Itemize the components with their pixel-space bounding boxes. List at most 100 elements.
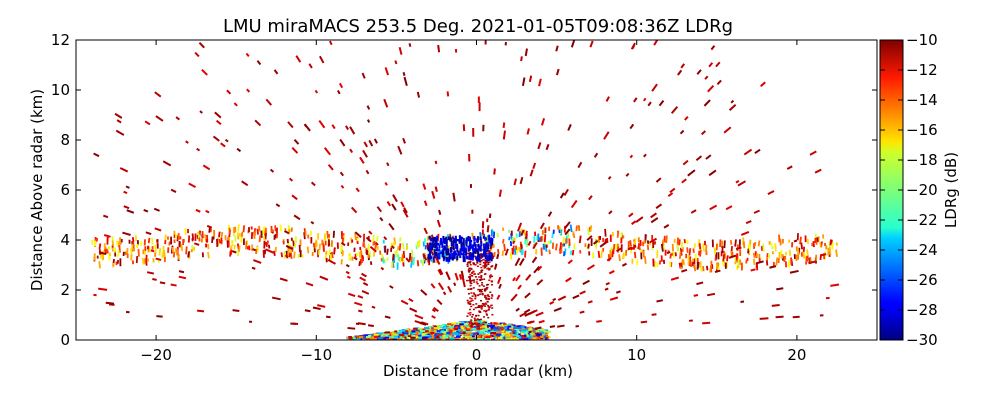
ldr-echo: [266, 240, 269, 245]
ldr-echo: [294, 237, 298, 244]
ldr-echo: [437, 269, 443, 276]
y-tick-label: 4: [60, 231, 70, 249]
ldr-echo: [532, 241, 538, 250]
ldr-echo: [420, 289, 428, 296]
ldr-echo: [493, 263, 498, 270]
colorbar-tick-label: −28: [906, 301, 938, 319]
ldr-echo: [640, 320, 648, 324]
ldr-echo: [531, 256, 538, 264]
ldr-echo: [501, 250, 505, 257]
ldr-echo: [207, 251, 210, 259]
ldr-echo: [616, 247, 622, 253]
ldr-echo: [629, 123, 635, 130]
ldr-echo: [828, 246, 832, 255]
ldr-echo: [608, 270, 615, 275]
ldr-echo: [392, 253, 395, 261]
ldr-echo: [539, 222, 545, 230]
ldr-echo: [359, 156, 365, 164]
ldr-echo: [669, 253, 672, 259]
ldr-echo: [678, 251, 682, 260]
ldr-echo: [515, 307, 520, 312]
ldr-echo: [704, 75, 709, 80]
ldr-echo: [437, 44, 441, 53]
ldr-echo: [246, 88, 251, 93]
ldr-echo: [713, 247, 717, 255]
ldr-echo: [196, 147, 201, 152]
ldr-echo: [678, 239, 681, 246]
ldr-echo: [628, 212, 634, 218]
ldr-echo: [258, 225, 261, 232]
ldr-echo: [346, 275, 351, 279]
ldr-echo: [569, 224, 573, 233]
ldr-echo: [577, 161, 583, 169]
ldr-echo: [376, 235, 379, 242]
ldr-echo: [376, 206, 382, 213]
ldr-echo: [627, 246, 633, 251]
ldr-echo: [548, 249, 551, 255]
ldr-echo: [118, 244, 121, 253]
ldr-echo: [587, 227, 590, 236]
ldr-echo: [340, 184, 345, 189]
ldr-echo: [754, 148, 761, 155]
ldr-echo: [150, 249, 155, 253]
x-tick-label: −10: [300, 346, 332, 364]
ldr-echo: [557, 324, 565, 328]
ldr-echo: [586, 264, 595, 271]
ldr-echo: [238, 245, 241, 252]
ldr-echo: [328, 249, 331, 256]
ldr-echo: [489, 274, 492, 279]
ldr-echo: [769, 265, 777, 269]
ldr-echo: [325, 315, 331, 319]
ldr-echo: [437, 282, 445, 291]
ldr-echo: [666, 251, 671, 255]
ldr-echo: [130, 248, 133, 255]
ldr-echo: [274, 225, 277, 232]
ldr-echo: [454, 272, 459, 281]
ldr-echo: [775, 315, 784, 319]
ldr-echo: [256, 228, 259, 235]
ldr-echo: [572, 294, 580, 300]
ldr-echo: [399, 237, 402, 242]
ldr-echo: [597, 250, 601, 258]
ldr-echo: [116, 119, 122, 124]
ldr-echo: [207, 243, 210, 250]
ldr-echo: [402, 137, 406, 144]
ldr-echo: [114, 112, 123, 119]
ldr-echo: [371, 305, 376, 309]
ldr-echo: [529, 169, 534, 177]
ldr-echo: [284, 254, 289, 258]
ldr-echo: [447, 285, 453, 293]
ldr-echo: [683, 238, 686, 244]
ldr-echo: [582, 279, 590, 285]
ldr-echo: [710, 45, 716, 51]
ldr-echo: [611, 250, 614, 258]
ldr-echo: [771, 303, 780, 307]
ldr-echo: [405, 257, 411, 263]
ldr-echo: [812, 241, 815, 248]
ldr-echo: [291, 194, 298, 201]
ldr-echo: [679, 129, 685, 135]
ldr-echo: [578, 235, 582, 244]
ldr-echo: [291, 146, 299, 154]
ldr-echo: [631, 220, 637, 226]
ldr-echo: [775, 257, 779, 266]
ldr-echo: [757, 240, 761, 247]
ldr-echo: [414, 314, 424, 320]
ldr-echo: [579, 290, 586, 295]
ldr-echo: [514, 257, 521, 267]
ldr-echo: [599, 240, 608, 248]
ldr-echo: [726, 255, 729, 262]
ldr-echo: [605, 96, 610, 102]
ldr-echo: [384, 315, 391, 319]
ldr-echo: [423, 227, 428, 235]
ldr-echo: [520, 249, 523, 255]
ldr-echo: [776, 287, 784, 291]
ldr-echo: [201, 68, 208, 76]
ldr-echo: [162, 160, 172, 167]
ldr-echo: [275, 233, 279, 239]
ldr-echo: [287, 121, 294, 129]
ldr-echo: [468, 275, 472, 284]
colorbar-tick-label: −10: [906, 31, 938, 49]
ldr-echo: [433, 306, 439, 312]
ldr-echo: [747, 248, 750, 254]
